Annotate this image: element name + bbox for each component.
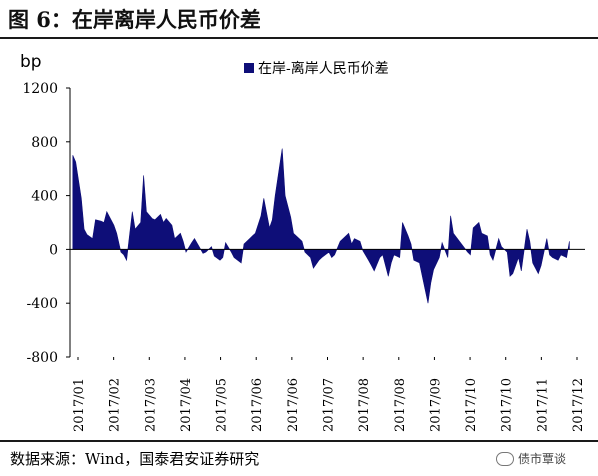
- chat-bubble-icon: [496, 451, 514, 466]
- bottom-rule: [0, 440, 598, 442]
- x-tick-label: 2017/07: [322, 378, 337, 432]
- watermark-label: 债市覃谈: [518, 452, 567, 466]
- watermark: 债市覃谈: [496, 450, 566, 467]
- y-tick-label: -800: [27, 350, 58, 366]
- series-area-group: [72, 148, 570, 304]
- x-tick-label: 2017/11: [535, 378, 550, 432]
- legend-label: 在岸-离岸人民币价差: [258, 61, 389, 77]
- x-tick-label: 2017/05: [215, 378, 230, 432]
- x-tick-label: 2017/02: [108, 378, 123, 432]
- x-tick-label: 2017/03: [143, 378, 158, 432]
- chart-legend: 在岸-离岸人民币价差: [244, 58, 389, 78]
- source-note: 数据来源：Wind，国泰君安证券研究: [10, 450, 260, 468]
- x-tick-label: 2017/06: [286, 378, 301, 432]
- x-tick-label: 2017/10: [500, 378, 515, 432]
- y-tick-label: 0: [49, 242, 58, 258]
- x-tick-label: 2017/06: [250, 378, 265, 432]
- x-tick-label: 2017/01: [72, 378, 87, 432]
- y-tick-label: -400: [27, 296, 58, 312]
- x-tick-label: 2017/09: [428, 378, 443, 432]
- figure-title: 图 6：在岸离岸人民币价差: [8, 7, 261, 32]
- y-tick-label: 1200: [22, 81, 58, 97]
- y-axis-unit-label: bp: [20, 52, 42, 72]
- y-tick-label: 400: [31, 189, 58, 205]
- x-tick-label: 2017/10: [464, 378, 479, 432]
- series-area: [72, 148, 570, 304]
- x-tick-label: 2017/04: [179, 378, 194, 432]
- x-tick-label: 2017/08: [357, 378, 372, 432]
- y-tick-label: 800: [31, 135, 58, 151]
- x-tick-label: 2017/12: [571, 378, 586, 432]
- legend-swatch: [244, 63, 254, 73]
- x-tick-label: 2017/08: [393, 378, 408, 432]
- axes-group: -800 -400 0 400 800 1200 2017/01 2017/02 2017/03…: [22, 81, 586, 432]
- top-rule: [0, 37, 598, 39]
